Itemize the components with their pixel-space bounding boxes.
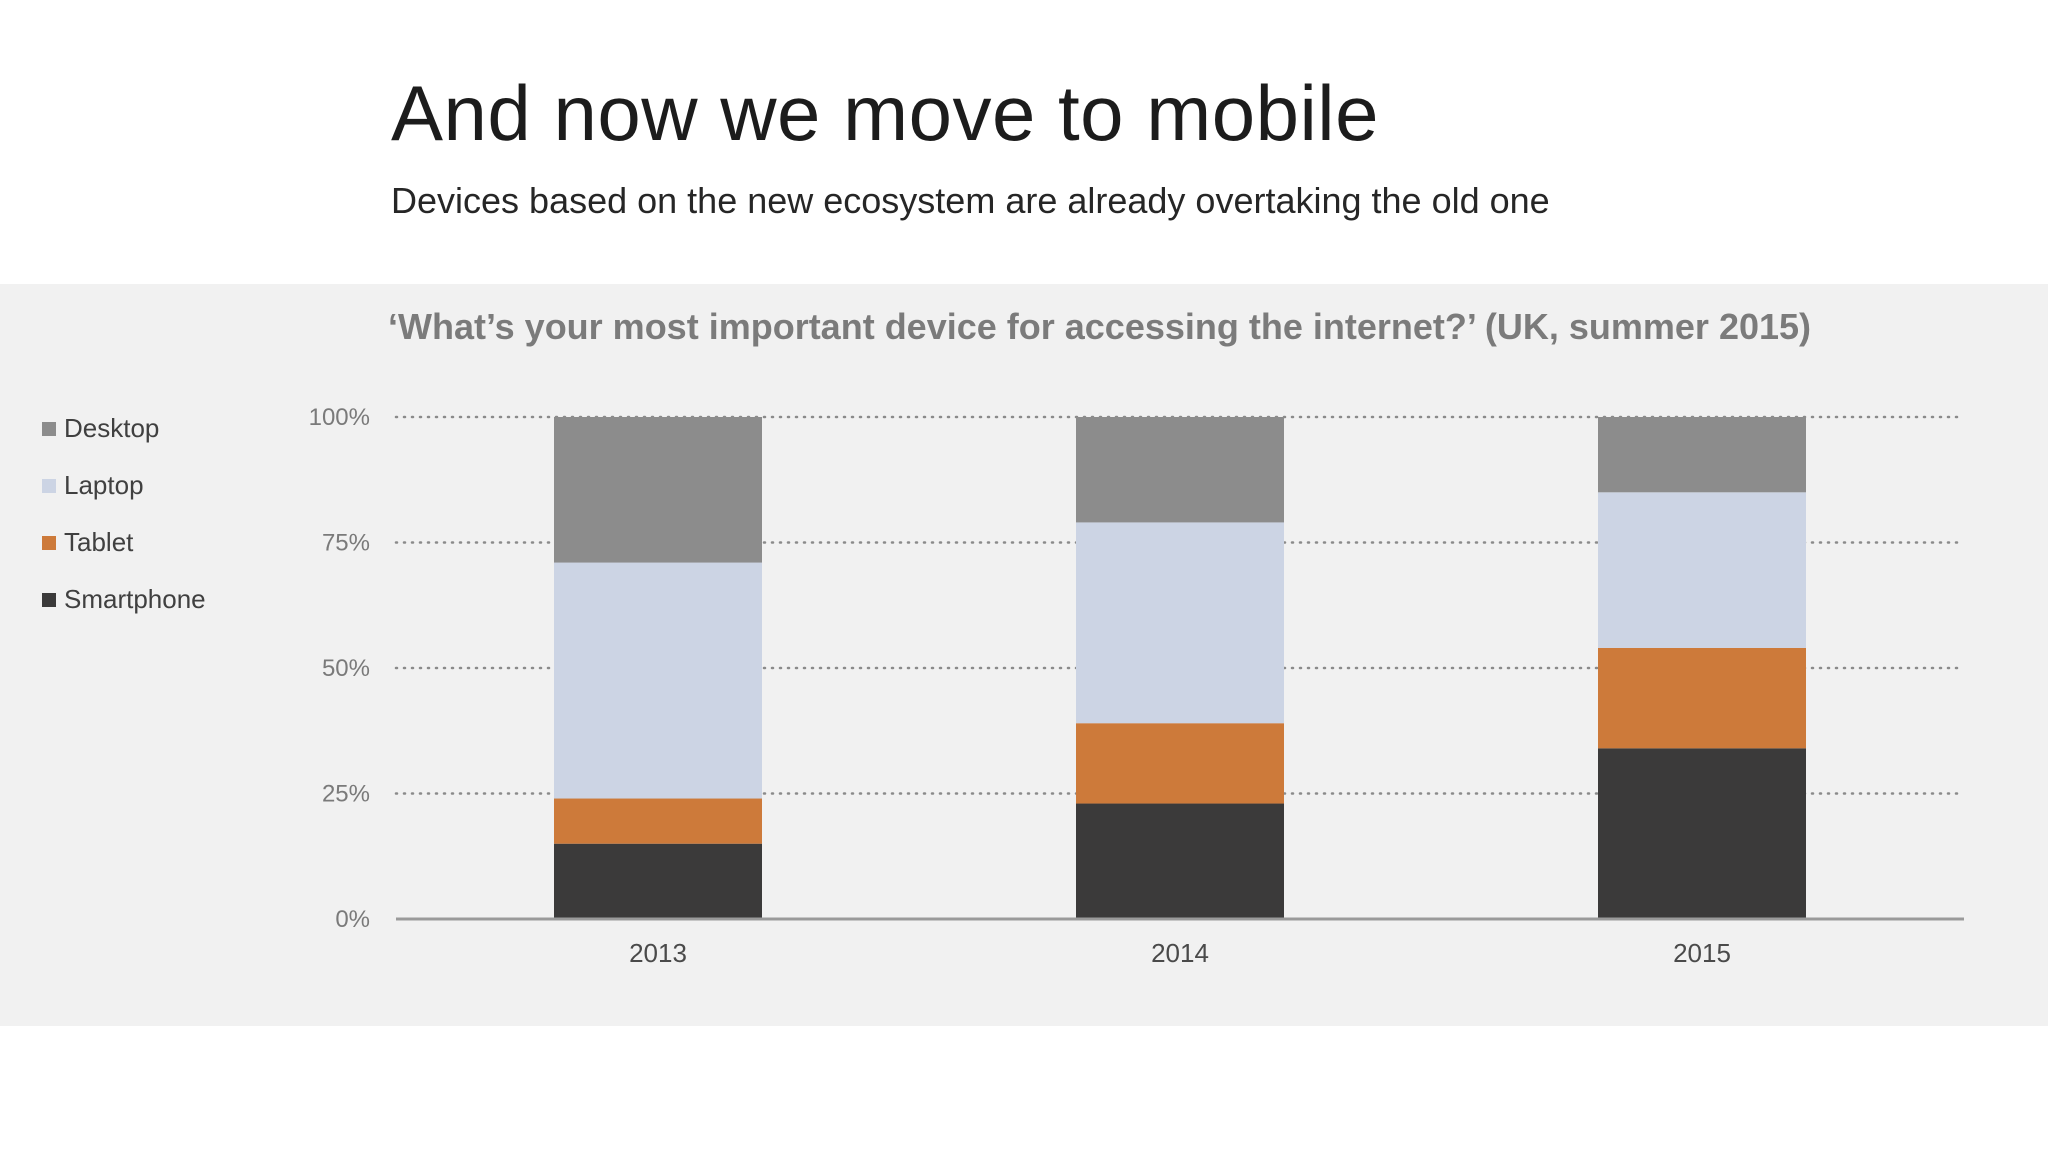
y-tick-label: 50%	[322, 655, 370, 682]
legend-item-tablet: Tablet	[42, 514, 206, 571]
y-tick-label: 100%	[309, 404, 370, 431]
bar-laptop-2015	[1598, 492, 1806, 648]
legend-swatch-tablet	[42, 535, 56, 550]
x-tick-label-2014: 2014	[1151, 938, 1209, 968]
slide-title: And now we move to mobile	[391, 69, 1379, 157]
legend-label-smartphone: Smartphone	[64, 584, 206, 614]
legend-item-laptop: Laptop	[42, 457, 206, 514]
bar-smartphone-2015	[1598, 748, 1806, 919]
legend-item-desktop: Desktop	[42, 400, 206, 457]
chart-title: ‘What’s your most important device for a…	[388, 306, 1812, 347]
x-tick-label-2013: 2013	[629, 938, 687, 968]
legend-swatch-smartphone	[42, 592, 56, 607]
legend-label-desktop: Desktop	[64, 413, 160, 443]
bar-smartphone-2013	[554, 843, 762, 919]
bar-laptop-2013	[554, 562, 762, 799]
x-tick-label-2015: 2015	[1673, 938, 1731, 968]
bar-desktop-2014	[1076, 417, 1284, 523]
bar-desktop-2013	[554, 417, 762, 563]
bar-laptop-2014	[1076, 522, 1284, 724]
bar-tablet-2014	[1076, 723, 1284, 804]
bar-layer	[554, 417, 1806, 919]
y-tick-label: 0%	[335, 906, 370, 933]
bar-tablet-2015	[1598, 647, 1806, 749]
y-tick-label: 75%	[322, 530, 370, 557]
legend-label-laptop: Laptop	[64, 470, 144, 500]
bar-smartphone-2014	[1076, 803, 1284, 919]
chart-legend: Desktop Laptop Tablet Smartphone	[42, 400, 206, 628]
bar-desktop-2015	[1598, 417, 1806, 493]
bar-tablet-2013	[554, 798, 762, 844]
legend-swatch-desktop	[42, 421, 56, 436]
legend-item-smartphone: Smartphone	[42, 571, 206, 628]
legend-label-tablet: Tablet	[64, 527, 134, 557]
axis-layer: 0% 25% 50% 75% 100% 2013 2014 2015	[309, 404, 1964, 968]
slide-subtitle: Devices based on the new ecosystem are a…	[391, 180, 1550, 221]
y-tick-label: 25%	[322, 781, 370, 808]
legend-swatch-laptop	[42, 478, 56, 493]
